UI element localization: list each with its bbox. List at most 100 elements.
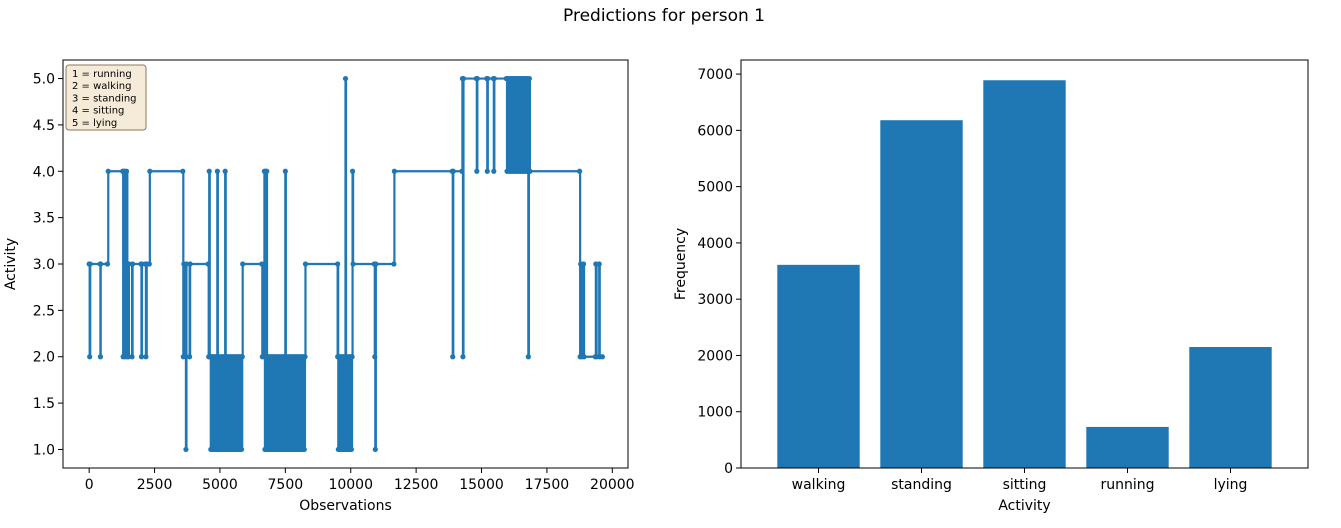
series-point bbox=[372, 354, 378, 360]
series-point bbox=[259, 261, 265, 267]
series-point bbox=[129, 261, 136, 267]
series-point bbox=[484, 168, 490, 174]
series-point bbox=[459, 168, 465, 174]
series-point bbox=[581, 354, 587, 360]
series-point bbox=[126, 261, 132, 267]
line-y-tick-label: 4.0 bbox=[33, 164, 55, 180]
series-point bbox=[129, 354, 135, 360]
series-point bbox=[527, 168, 533, 174]
line-y-tick-label: 1.0 bbox=[33, 442, 55, 458]
series-point bbox=[302, 354, 308, 360]
series-point bbox=[87, 261, 93, 267]
bar-y-tick-label: 2000 bbox=[697, 348, 733, 364]
series-point bbox=[214, 168, 220, 174]
series-point bbox=[599, 354, 605, 360]
series-point bbox=[239, 354, 245, 360]
line-x-axis: 0 2500 5000 7500 10000 12500 15000 17500 20000 bbox=[85, 468, 635, 493]
bar-walking bbox=[777, 264, 860, 468]
series-point bbox=[474, 168, 480, 174]
bar-lying bbox=[1189, 347, 1272, 468]
line-y-tick-label: 2.5 bbox=[33, 303, 55, 319]
bar-series bbox=[777, 80, 1272, 468]
bar-y-tick-label: 7000 bbox=[697, 67, 733, 83]
line-y-tick-label: 4.5 bbox=[33, 118, 55, 134]
legend-entry-walking: 2 = walking bbox=[72, 81, 131, 92]
series-point bbox=[373, 261, 379, 267]
series-point bbox=[460, 354, 466, 360]
series-point bbox=[105, 168, 111, 174]
series-point bbox=[147, 168, 153, 174]
series-point bbox=[491, 168, 497, 174]
series-point bbox=[474, 75, 480, 82]
series-point bbox=[98, 261, 104, 267]
series-point bbox=[460, 75, 467, 82]
line-y-tick-label: 1.5 bbox=[33, 396, 55, 412]
line-y-axis-label: Activity bbox=[3, 238, 19, 290]
series-point bbox=[104, 261, 111, 267]
series-point bbox=[526, 75, 532, 82]
series-point bbox=[596, 261, 602, 267]
series-point bbox=[301, 446, 307, 453]
series-point bbox=[205, 261, 211, 267]
series-point bbox=[450, 168, 456, 174]
series-point bbox=[491, 75, 497, 82]
bar-y-tick-label: 3000 bbox=[697, 292, 733, 308]
series-point bbox=[350, 261, 356, 267]
bar-x-tick-label: running bbox=[1100, 477, 1154, 493]
line-y-tick-label: 5.0 bbox=[33, 72, 55, 88]
series-point bbox=[125, 354, 131, 360]
series-point bbox=[342, 75, 349, 82]
series-point bbox=[206, 168, 212, 174]
series-point bbox=[348, 446, 354, 453]
series-point bbox=[282, 168, 288, 174]
line-series bbox=[86, 75, 605, 453]
legend: 1 = running 2 = walking 3 = standing 4 =… bbox=[65, 64, 147, 131]
bar-y-axis-label: Frequency bbox=[673, 228, 689, 300]
bar-standing bbox=[880, 120, 963, 468]
bar-y-axis: 0 1000 2000 3000 4000 5000 6000 7000 bbox=[697, 67, 741, 477]
figure-title: Predictions for person 1 bbox=[563, 6, 765, 26]
series-point bbox=[87, 354, 93, 360]
series-point bbox=[240, 261, 246, 267]
series-point bbox=[138, 354, 145, 360]
series-point bbox=[450, 354, 456, 360]
legend-entry-sitting: 4 = sitting bbox=[72, 106, 124, 117]
series-point bbox=[187, 354, 193, 360]
line-x-axis-label: Observations bbox=[299, 498, 392, 514]
bar-y-tick-label: 0 bbox=[724, 461, 733, 477]
bar-y-tick-label: 4000 bbox=[697, 236, 733, 252]
series-point bbox=[349, 168, 356, 174]
series-point bbox=[183, 446, 189, 453]
line-x-tick-label: 7500 bbox=[268, 477, 304, 493]
series-point bbox=[485, 75, 491, 82]
series-point bbox=[97, 354, 104, 360]
line-x-tick-label: 20000 bbox=[590, 477, 635, 493]
series-point bbox=[180, 354, 186, 360]
bar-y-tick-label: 1000 bbox=[697, 405, 733, 421]
line-y-tick-label: 3.0 bbox=[33, 257, 55, 273]
bar-sitting bbox=[983, 80, 1066, 468]
line-x-tick-label: 5000 bbox=[202, 477, 238, 493]
series-point bbox=[525, 354, 531, 360]
line-x-tick-label: 0 bbox=[85, 477, 94, 493]
line-x-tick-label: 12500 bbox=[394, 477, 439, 493]
series-point bbox=[183, 261, 190, 267]
legend-entry-standing: 3 = standing bbox=[72, 93, 137, 104]
line-y-tick-label: 3.5 bbox=[33, 211, 55, 227]
series-point bbox=[146, 261, 152, 267]
bar-y-tick-label: 6000 bbox=[697, 123, 733, 139]
legend-entry-running: 1 = running bbox=[72, 69, 132, 80]
legend-entry-lying: 5 = lying bbox=[72, 118, 117, 129]
series-point bbox=[180, 168, 186, 174]
series-point bbox=[580, 261, 587, 267]
series-point bbox=[187, 261, 193, 267]
series-line bbox=[88, 77, 603, 451]
series-point bbox=[391, 261, 397, 267]
bar-x-tick-label: walking bbox=[792, 477, 846, 493]
series-point bbox=[222, 168, 228, 174]
series-point bbox=[143, 354, 149, 360]
line-x-tick-label: 2500 bbox=[137, 477, 173, 493]
series-point bbox=[335, 261, 341, 267]
